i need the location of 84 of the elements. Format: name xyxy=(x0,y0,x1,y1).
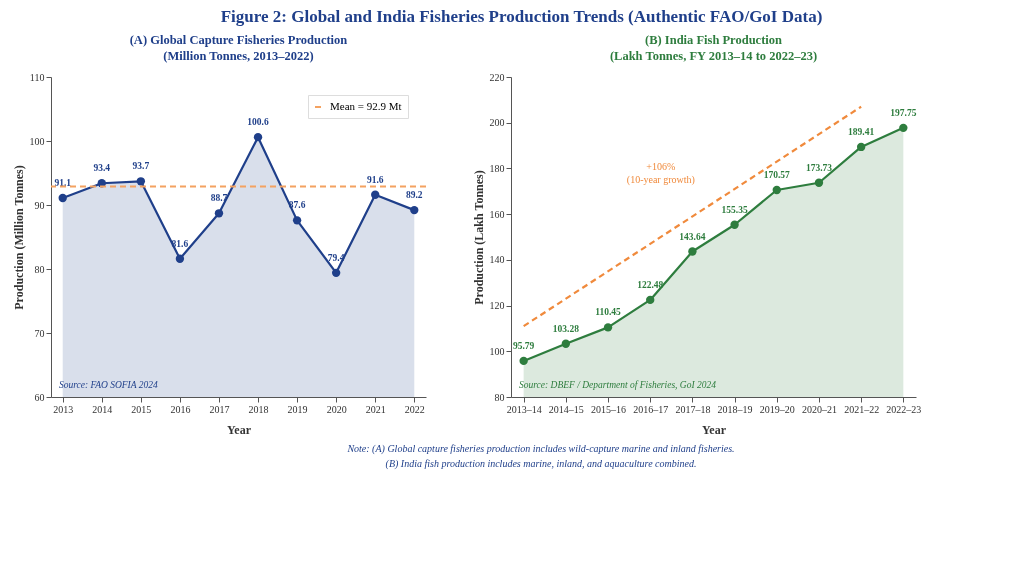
x-axis-title: Year xyxy=(227,422,252,437)
x-tick-label: 2018 xyxy=(248,403,269,415)
x-tick-label: 2013–14 xyxy=(506,403,542,415)
chart-title: (B) India Fish Production xyxy=(645,33,783,47)
annotation: Source: FAO SOFIA 2024 xyxy=(59,380,159,390)
point xyxy=(253,132,263,142)
x-tick-label: 2016 xyxy=(170,403,191,415)
text: (B) India fish production includes marine, inland, and aquaculture combined. xyxy=(385,457,697,470)
y-tick-label: 70 xyxy=(34,327,45,339)
y-axis-title: Production (Million Tonnes) xyxy=(11,165,26,310)
x-axis-title: Year xyxy=(702,422,727,437)
data-label: 103.28 xyxy=(552,323,580,334)
chart-subtitle: (Lakh Tonnes, FY 2013–14 to 2022–23) xyxy=(609,48,818,63)
point xyxy=(410,205,419,215)
point xyxy=(899,123,908,133)
data-label: 81.6 xyxy=(171,238,189,249)
data-label: 143.64 xyxy=(679,231,706,242)
x-tick-label: 2015 xyxy=(131,403,152,415)
x-tick-label: 2020–21 xyxy=(801,403,837,415)
chart-title: (A) Global Capture Fisheries Production xyxy=(129,33,348,47)
x-tick-label: 2021–22 xyxy=(844,403,880,415)
y-tick-label: 160 xyxy=(489,208,505,220)
x-tick-label: 2013 xyxy=(53,403,74,415)
x-tick-label: 2015–16 xyxy=(591,403,627,415)
point xyxy=(772,185,781,195)
x-tick-label: 2019–20 xyxy=(759,403,795,415)
y-tick-label: 120 xyxy=(489,300,505,312)
x-tick-label: 2019 xyxy=(287,403,308,415)
y-tick-label: 220 xyxy=(489,71,505,83)
x-tick-label: 2017 xyxy=(209,403,230,415)
point xyxy=(214,209,224,218)
point xyxy=(519,356,528,366)
x-tick-label: 2016–17 xyxy=(633,403,669,415)
point xyxy=(603,323,613,332)
point xyxy=(175,254,185,263)
x-tick-label: 2014–15 xyxy=(548,403,584,415)
data-label: 100.6 xyxy=(247,117,269,128)
y-tick-label: 180 xyxy=(489,162,505,174)
legend-label: Mean = 92.9 Mt xyxy=(330,100,402,112)
y-tick-label: 80 xyxy=(494,391,505,403)
point xyxy=(561,339,571,348)
data-label: 155.35 xyxy=(721,204,748,215)
point xyxy=(688,247,697,256)
y-tick-label: 140 xyxy=(489,254,505,266)
data-label: 91.1 xyxy=(54,177,72,188)
x-tick-label: 2022 xyxy=(404,403,425,415)
chart-subtitle: (Million Tonnes, 2013–2022) xyxy=(163,48,314,63)
data-label: 95.79 xyxy=(512,340,535,351)
y-tick-label: 80 xyxy=(34,263,45,275)
data-label: 93.4 xyxy=(93,163,111,174)
annotation: +106% (10-year growth) xyxy=(626,160,695,186)
point xyxy=(856,142,866,152)
annotation: Source: DBEF / Department of Fisheries, GoI 2024 xyxy=(519,380,717,390)
x-tick-label: 2020 xyxy=(326,403,347,415)
y-tick-label: 110 xyxy=(29,71,45,83)
point xyxy=(371,190,380,199)
y-tick-label: 90 xyxy=(34,199,45,211)
data-label: 89.2 xyxy=(405,190,423,201)
data-label: 91.6 xyxy=(366,174,384,185)
point xyxy=(730,220,739,229)
point xyxy=(814,178,824,187)
data-label: 93.7 xyxy=(132,161,150,172)
point xyxy=(331,268,341,278)
data-label: 197.75 xyxy=(890,107,917,118)
y-tick-label: 60 xyxy=(34,391,45,403)
point xyxy=(292,216,302,225)
x-tick-label: 2014 xyxy=(92,403,113,415)
data-label: 189.41 xyxy=(848,126,875,137)
text: Figure 2: Global and India Fisheries Production Trends (Authentic FAO/GoI Data) xyxy=(220,7,823,26)
x-tick-label: 2022–23 xyxy=(886,403,922,415)
data-label: 110.45 xyxy=(595,307,622,318)
data-label: 170.57 xyxy=(763,169,791,180)
y-axis-title: Production (Lakh Tonnes) xyxy=(471,170,486,305)
x-tick-label: 2021 xyxy=(365,403,386,415)
x-tick-label: 2017–18 xyxy=(675,403,711,415)
point xyxy=(646,295,655,305)
y-tick-label: 100 xyxy=(489,345,505,357)
point xyxy=(58,193,67,203)
data-label: 173.73 xyxy=(805,162,833,173)
point xyxy=(136,177,146,186)
text: Note: (A) Global capture fisheries production includes wild-capture marine and inland fisheries. xyxy=(346,442,735,455)
y-tick-label: 100 xyxy=(29,135,45,147)
x-tick-label: 2018–19 xyxy=(717,403,753,415)
y-tick-label: 200 xyxy=(489,117,505,129)
